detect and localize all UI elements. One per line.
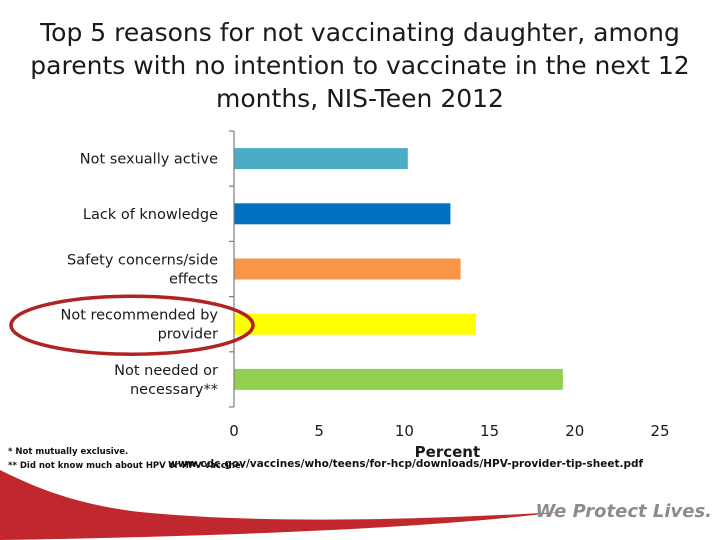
category-label-1: Lack of knowledge (83, 207, 218, 223)
bar-1 (234, 203, 451, 225)
x-tick-label-4: 20 (565, 422, 584, 440)
footnote-1: * Not mutually exclusive. (8, 447, 129, 457)
source-link[interactable]: www.cdc.gov/vaccines/who/teens/for-hcp/d… (168, 458, 644, 470)
highlight-ellipse (9, 294, 255, 356)
category-label-3: Not recommended by provider (60, 308, 218, 343)
x-tick-label-3: 15 (480, 422, 499, 440)
x-axis-title: Percent (415, 443, 480, 461)
bar-4 (234, 368, 563, 390)
category-label-4: Not needed or necessary** (114, 363, 218, 398)
x-tick-label-0: 0 (229, 422, 239, 440)
bar-3 (234, 313, 476, 335)
x-tick-label-2: 10 (395, 422, 414, 440)
chart-title: Top 5 reasons for not vaccinating daught… (30, 18, 690, 113)
tagline: We Protect Lives. (535, 501, 712, 522)
x-tick-label-1: 5 (314, 422, 324, 440)
footnote-2: ** Did not know much about HPV or HPV va… (8, 461, 244, 471)
bar-0 (234, 148, 408, 170)
x-tick-label-5: 25 (650, 422, 669, 440)
bar-2 (234, 258, 461, 280)
category-label-2: Safety concerns/side effects (67, 253, 218, 288)
category-label-0: Not sexually active (80, 152, 218, 168)
